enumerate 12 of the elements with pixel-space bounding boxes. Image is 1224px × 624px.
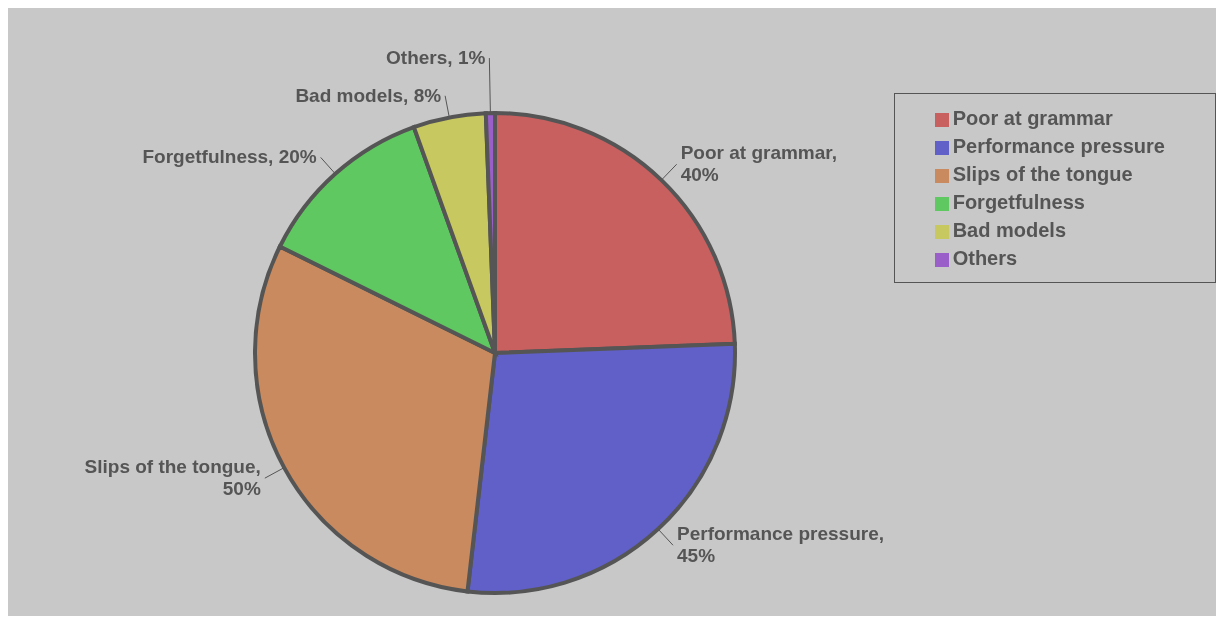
legend-label: Bad models: [952, 219, 1067, 241]
data-label: Forgetfulness, 20%: [142, 146, 317, 168]
data-label: Bad models, 8%: [295, 84, 442, 106]
legend-label: Others: [952, 247, 1018, 269]
data-label: Others, 1%: [386, 47, 486, 69]
legend-label: Forgetfulness: [952, 191, 1085, 213]
legend-label: Performance pressure: [952, 135, 1165, 157]
legend-label: Poor at grammar: [952, 107, 1113, 129]
data-label: Performance pressure, 45%: [677, 523, 885, 567]
data-label: Slips of the tongue, 50%: [84, 456, 261, 500]
data-label: Poor at grammar, 40%: [680, 142, 837, 186]
legend-label: Slips of the tongue: [952, 163, 1133, 185]
